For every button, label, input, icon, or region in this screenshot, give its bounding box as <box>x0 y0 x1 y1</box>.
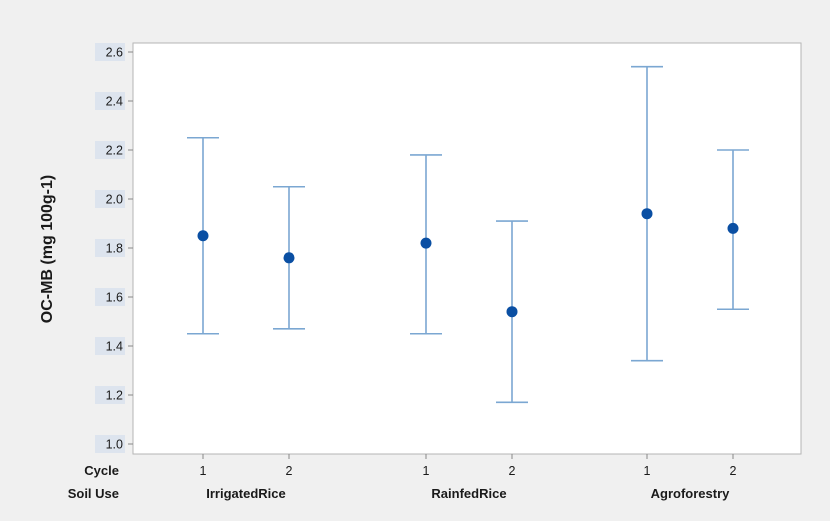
y-tick-box <box>95 141 125 159</box>
y-tick-label: 1.8 <box>106 242 123 256</box>
mean-point <box>197 230 209 242</box>
mean-point <box>641 208 653 220</box>
cycle-tick-label: 1 <box>423 464 430 478</box>
y-tick-label: 1.2 <box>106 389 123 403</box>
y-tick-box <box>95 386 125 404</box>
y-tick-label: 2.0 <box>106 193 123 207</box>
cycle-tick-label: 2 <box>730 464 737 478</box>
plot-area <box>132 42 802 455</box>
y-tick-label: 2.4 <box>106 95 123 109</box>
y-tick-label: 2.6 <box>106 46 123 60</box>
y-tick-box <box>95 337 125 355</box>
interval-series <box>187 65 749 459</box>
y-tick-label: 1.6 <box>106 291 123 305</box>
mean-point <box>420 237 432 249</box>
y-axis-label: OC-MB (mg 100g-1) <box>39 175 56 323</box>
y-tick-box <box>95 190 125 208</box>
y-tick-label: 1.0 <box>106 438 123 452</box>
y-tick-box <box>95 435 125 453</box>
y-tick-box <box>95 239 125 257</box>
cycle-tick-label: 1 <box>644 464 651 478</box>
soil-use-label: IrrigatedRice <box>206 486 285 501</box>
y-tick-box <box>95 92 125 110</box>
y-axis-ticks: 1.0 1.2 1.4 1.6 1.8 2.0 2.2 2.4 2.6 <box>95 43 133 453</box>
row-label-cycle: Cycle <box>84 463 119 478</box>
mean-point <box>506 306 518 318</box>
cycle-tick-label: 1 <box>200 464 207 478</box>
soil-use-label: RainfedRice <box>431 486 506 501</box>
y-tick-box <box>95 43 125 61</box>
soil-use-label: Agroforestry <box>651 486 731 501</box>
cycle-tick-label: 2 <box>509 464 516 478</box>
row-label-soil-use: Soil Use <box>68 486 119 501</box>
mean-point <box>727 222 739 234</box>
mean-point <box>283 252 295 264</box>
cycle-tick-label: 2 <box>286 464 293 478</box>
y-tick-label: 1.4 <box>106 340 123 354</box>
y-tick-label: 2.2 <box>106 144 123 158</box>
y-tick-box <box>95 288 125 306</box>
